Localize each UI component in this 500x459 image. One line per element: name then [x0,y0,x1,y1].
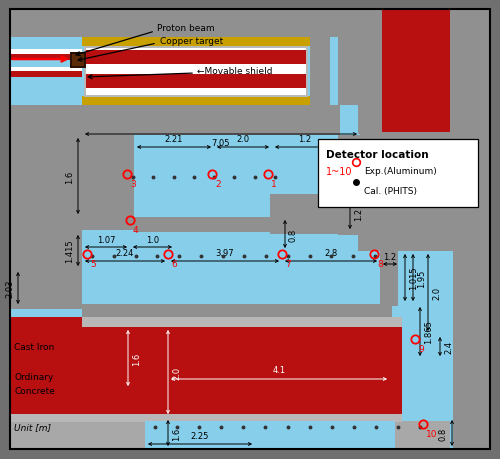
Bar [86,75,306,89]
Bar [10,317,82,417]
Text: 6: 6 [171,259,177,269]
Bar [340,10,490,38]
Bar [86,49,306,96]
Bar [10,55,82,61]
Bar [310,10,340,38]
Bar [86,65,306,75]
Text: 2.25: 2.25 [191,431,209,440]
Bar [145,421,395,449]
Bar [380,10,490,134]
Bar [82,414,402,422]
Bar [10,269,82,309]
Bar [72,55,84,67]
Bar [10,72,82,78]
Bar [82,327,402,417]
Text: 1.95: 1.95 [417,269,426,287]
Bar [360,10,382,134]
Bar [398,252,453,306]
Text: 1~10: 1~10 [326,167,352,177]
Bar [270,195,350,235]
Bar [10,414,82,422]
Text: Proton beam: Proton beam [157,23,214,33]
Text: 1.2: 1.2 [298,134,312,144]
Text: 4.1: 4.1 [272,365,285,374]
Bar [10,230,82,271]
Text: 1.6: 1.6 [65,170,74,183]
Text: 2.03: 2.03 [5,279,14,297]
Text: 2.0: 2.0 [236,134,250,144]
Bar [86,51,306,65]
Text: 3.97: 3.97 [216,248,234,257]
Bar [82,136,134,230]
Text: Concrete: Concrete [14,386,55,396]
Text: 1.2: 1.2 [384,252,396,262]
Text: 9: 9 [418,344,424,353]
Bar [84,47,308,98]
Text: Cast Iron: Cast Iron [14,343,54,352]
Bar [82,304,392,322]
Text: 8: 8 [377,259,383,269]
Text: Cal. (PHITS): Cal. (PHITS) [364,187,417,196]
Text: 2.0: 2.0 [432,286,441,299]
Bar [380,10,490,110]
Text: 1.6: 1.6 [172,426,181,440]
Bar [360,133,490,145]
Text: 2.4: 2.4 [444,340,453,353]
Bar [10,50,82,60]
Text: 0.8: 0.8 [289,228,298,241]
Bar [82,38,312,106]
Text: Detector location: Detector location [326,150,428,160]
Text: 5: 5 [90,259,96,269]
Text: 1.6: 1.6 [132,352,141,365]
Bar [380,252,400,306]
Text: Exp.(Aluminum): Exp.(Aluminum) [364,167,437,176]
Bar [450,10,490,449]
Bar [10,10,490,38]
Bar [82,106,340,136]
Text: 1.015: 1.015 [409,266,418,290]
Bar [10,10,82,280]
Text: 2: 2 [215,179,220,189]
Bar [338,38,360,106]
Bar [70,53,86,69]
Bar [318,140,478,207]
Bar [380,145,490,252]
Text: ←Movable shield: ←Movable shield [197,67,272,75]
Bar [134,218,272,233]
Text: 2.0: 2.0 [172,366,181,379]
Text: 4: 4 [133,225,138,235]
Text: Unit [m]: Unit [m] [14,423,51,431]
Bar [82,97,310,106]
Text: 3: 3 [130,179,136,189]
Bar [380,145,490,252]
Text: 7.05: 7.05 [212,139,230,148]
Text: 1.07: 1.07 [97,235,116,245]
Bar [398,145,453,252]
Bar [10,38,82,106]
Text: 2.24: 2.24 [116,248,134,257]
Text: 0.8: 0.8 [439,426,448,440]
Text: Ordinary: Ordinary [14,373,54,382]
Text: 1.0: 1.0 [146,235,159,245]
Text: 1.415: 1.415 [65,239,74,263]
Bar [338,136,360,235]
Bar [10,421,450,449]
Bar [398,304,453,449]
Bar [358,75,382,134]
Text: 1: 1 [271,179,277,189]
Text: 1.865: 1.865 [424,320,433,344]
Text: Copper target: Copper target [160,36,224,45]
Text: 2.21: 2.21 [165,134,183,144]
Text: 10: 10 [426,429,438,438]
Text: 1.2: 1.2 [354,207,363,220]
Text: 7: 7 [285,259,291,269]
Bar [310,38,330,106]
Bar [358,38,380,76]
Bar [358,136,380,252]
Bar [82,38,310,47]
Bar [10,68,82,78]
Bar [82,317,402,327]
Text: 2.8: 2.8 [324,248,338,257]
